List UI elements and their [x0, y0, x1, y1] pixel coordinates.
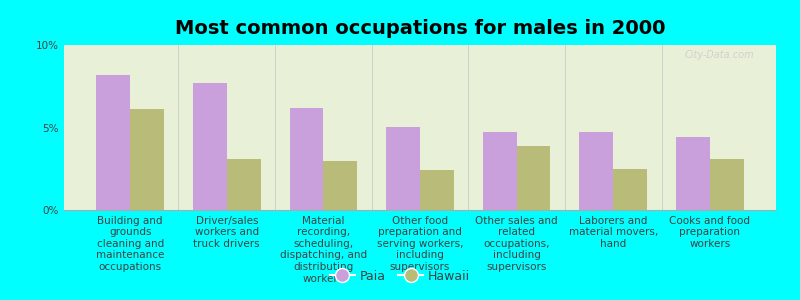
Bar [579, 132, 614, 210]
Bar [420, 170, 454, 210]
Bar [290, 108, 323, 210]
Bar [676, 137, 710, 210]
Bar [130, 109, 164, 210]
Bar [226, 159, 261, 210]
Bar [614, 169, 647, 210]
Bar [710, 159, 744, 210]
Title: Most common occupations for males in 2000: Most common occupations for males in 200… [174, 19, 666, 38]
Bar [386, 128, 420, 210]
Bar [323, 160, 358, 210]
Bar [96, 75, 130, 210]
Bar [482, 132, 517, 210]
Bar [517, 146, 550, 210]
Bar [193, 83, 226, 210]
Text: City-Data.com: City-Data.com [685, 50, 754, 60]
Legend: Paia, Hawaii: Paia, Hawaii [325, 265, 475, 288]
